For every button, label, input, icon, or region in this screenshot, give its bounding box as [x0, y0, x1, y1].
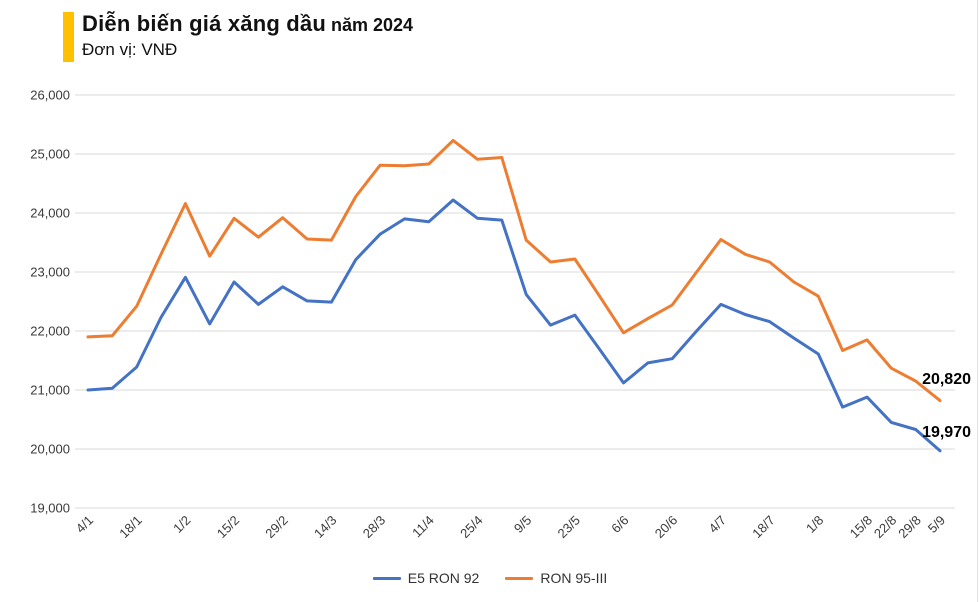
x-axis-tick-label: 25/4	[457, 513, 486, 542]
x-axis-tick-label: 5/9	[925, 513, 948, 536]
legend-label-e5-ron92: E5 RON 92	[407, 570, 480, 586]
x-axis-tick-label: 4/1	[73, 513, 96, 536]
y-axis-tick-label: 23,000	[30, 265, 70, 280]
end-label-ron95: 20,820	[922, 371, 971, 388]
legend-item-ron95-iii: RON 95-III	[505, 570, 607, 586]
legend-item-e5-ron92: E5 RON 92	[372, 570, 480, 586]
x-axis-tick-label: 29/8	[895, 513, 924, 542]
x-axis-tick-label: 1/2	[170, 513, 193, 536]
e5-ron92-line-swatch	[372, 576, 401, 580]
x-axis-tick-label: 23/5	[555, 513, 584, 542]
x-axis-tick-label: 15/2	[214, 513, 243, 542]
ron95-iii-line-swatch	[505, 576, 534, 580]
y-axis-tick-label: 26,000	[30, 88, 70, 103]
x-axis-tick-label: 18/1	[116, 513, 145, 542]
x-axis-tick-label: 20/6	[652, 513, 681, 542]
legend-label-ron95-iii: RON 95-III	[540, 570, 608, 586]
title-accent-bar	[63, 12, 74, 62]
y-axis-tick-label: 25,000	[30, 147, 70, 162]
x-axis-tick-label: 9/5	[511, 513, 534, 536]
y-axis-tick-label: 20,000	[30, 442, 70, 457]
page-title-main: Diễn biến giá xăng dầu	[82, 11, 326, 36]
y-axis-tick-label: 24,000	[30, 206, 70, 221]
series-line-ron-95-iii	[86, 138, 942, 403]
page-title-year: năm 2024	[326, 15, 414, 35]
series-line-e5-ron-92	[86, 198, 942, 453]
x-axis-tick-label: 22/8	[871, 513, 900, 542]
y-axis-tick-label: 19,000	[30, 501, 70, 516]
x-axis-tick-label: 1/8	[803, 513, 826, 536]
unit-subtitle: Đơn vị: VNĐ	[82, 40, 178, 59]
x-axis-tick-label: 11/4	[409, 513, 437, 541]
end-label-e5: 19,970	[922, 424, 971, 441]
y-axis-tick-label: 21,000	[30, 383, 70, 398]
x-axis-tick-label: 18/7	[749, 513, 778, 542]
legend: E5 RON 92 RON 95-III	[0, 570, 980, 586]
x-axis-tick-label: 6/6	[608, 513, 631, 536]
x-axis-tick-label: 4/7	[706, 513, 729, 536]
y-axis-tick-label: 22,000	[30, 324, 70, 339]
x-axis-tick-label: 28/3	[360, 513, 389, 542]
x-axis-tick-label: 29/2	[262, 513, 291, 542]
x-axis-tick-label: 15/8	[847, 513, 876, 542]
chart-right-border	[977, 0, 978, 602]
page-title: Diễn biến giá xăng dầu năm 2024	[82, 11, 413, 37]
x-axis-tick-label: 14/3	[311, 513, 340, 542]
